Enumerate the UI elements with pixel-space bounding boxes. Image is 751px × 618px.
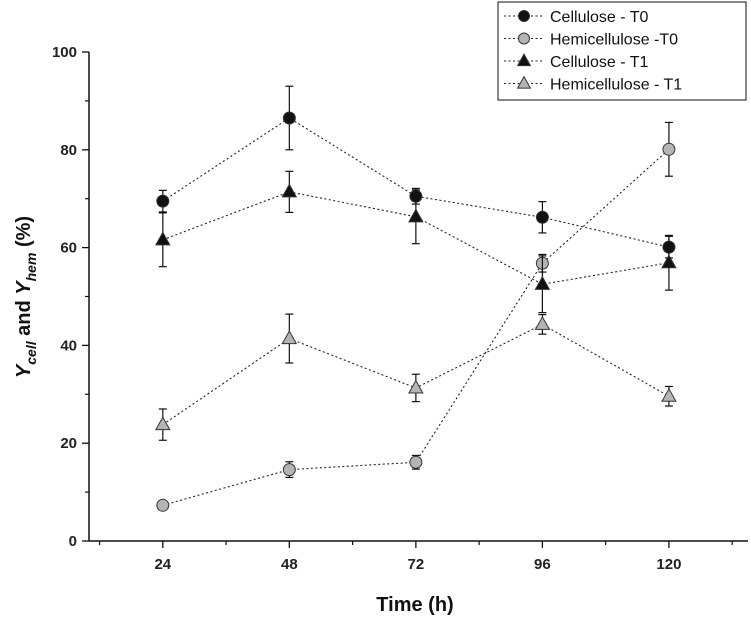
legend-label: Cellulose - T1 [550,54,649,71]
series-2 [154,170,677,314]
data-point [661,254,677,269]
y-axis-title-suffix: (%) [13,216,35,253]
data-point [409,455,423,469]
x-tick-label: 96 [534,556,551,573]
data-point [534,315,551,330]
y-axis-title: Ycell and Yhem (%) [13,216,39,378]
x-tick-label: 72 [408,556,425,573]
y-axis-title-y2: Y [13,280,35,295]
data-point [408,379,424,394]
y-axis-title-sub2: hem [23,253,39,282]
data-point [661,387,677,402]
data-point [281,330,298,345]
data-point [154,231,171,246]
x-tick-label: 48 [281,556,298,573]
legend-item: Hemicellulose - T1 [504,75,682,94]
legend-label: Cellulose - T0 [550,9,649,26]
legend-marker [518,10,530,22]
data-point [534,275,551,290]
series-group [154,85,677,512]
legend-item: Hemicellulose -T0 [504,32,678,49]
legend-label: Hemicellulose -T0 [550,32,678,49]
data-point [281,183,298,198]
x-tick-label: 24 [154,556,171,573]
x-axis-title: Time (h) [376,594,453,616]
data-point [282,111,296,125]
y-tick-label: 40 [60,337,77,354]
data-point [282,463,296,477]
ticks: 0 20 40 60 80 100 24 48 72 96 120 [52,44,733,573]
y-tick-label: 0 [69,533,77,550]
series-line [162,117,670,248]
legend-marker [518,32,530,45]
y-tick-label: 80 [60,142,77,159]
legend-marker [516,53,532,67]
data-point [156,498,170,512]
x-tick-label: 120 [656,556,681,573]
data-point [662,142,676,156]
series-3 [154,313,677,441]
series-1 [156,121,676,512]
y-axis-title-middle: and [13,295,35,342]
legend-item: Cellulose - T1 [504,53,649,71]
y-axis-title-sub1: cell [23,340,39,364]
y-tick-label: 20 [60,435,77,452]
y-tick-label: 60 [60,240,77,257]
y-axis-title-y1: Y [13,363,35,378]
legend: Cellulose - T0 Hemicellulose -T0 Cellulose… [497,1,747,101]
data-point [535,210,549,224]
legend-box [497,1,747,101]
data-point [154,416,171,431]
data-point [156,194,170,208]
data-point [408,208,424,223]
legend-item: Cellulose - T0 [504,9,649,26]
legend-marker [516,75,532,89]
legend-label: Hemicellulose - T1 [550,77,682,94]
y-tick-label: 100 [52,44,77,61]
series-line [162,191,670,285]
